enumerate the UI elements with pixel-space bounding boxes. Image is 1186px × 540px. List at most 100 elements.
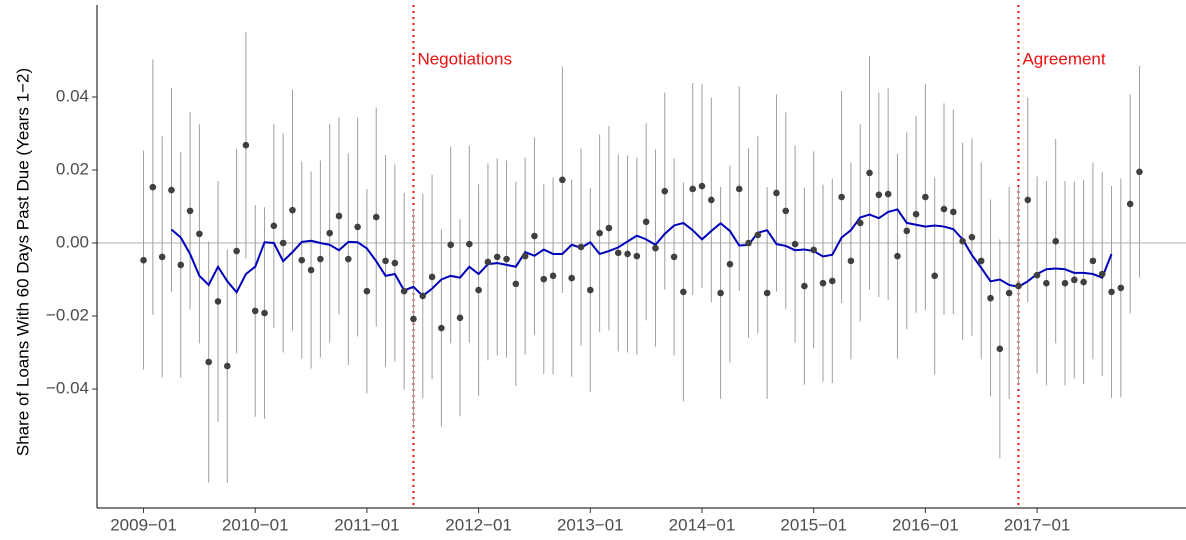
point	[596, 229, 603, 237]
point	[968, 233, 976, 241]
point	[1089, 257, 1097, 265]
point	[279, 239, 287, 247]
x-tick-label: 2013−01	[557, 515, 624, 534]
point	[484, 258, 492, 266]
point	[689, 185, 696, 193]
annotation-label: Negotiations	[417, 49, 512, 68]
point	[214, 298, 222, 305]
point	[438, 324, 445, 332]
point	[475, 286, 482, 294]
point	[1136, 168, 1143, 176]
annotation-label: Agreement	[1022, 49, 1105, 68]
point	[419, 292, 427, 300]
point	[810, 246, 817, 254]
point	[400, 287, 408, 295]
point	[680, 288, 687, 296]
point	[512, 280, 520, 288]
x-tick-label: 2014−01	[669, 515, 736, 534]
point	[577, 243, 585, 251]
point	[289, 206, 296, 214]
x-tick-label: 2010−01	[222, 515, 289, 534]
point	[996, 345, 1004, 353]
point	[1061, 279, 1069, 287]
point	[149, 183, 157, 191]
point	[950, 208, 957, 216]
point	[884, 190, 892, 198]
point	[1033, 271, 1041, 279]
point	[1024, 196, 1032, 204]
point	[735, 185, 743, 193]
y-axis-title: Share of Loans With 60 Days Past Due (Ye…	[13, 68, 32, 456]
point	[233, 247, 240, 255]
x-tick-label: 2017−01	[1004, 515, 1071, 534]
point	[847, 257, 855, 265]
point	[391, 259, 399, 267]
point	[186, 207, 194, 215]
point	[158, 253, 166, 261]
point	[568, 274, 575, 282]
point	[382, 257, 389, 265]
x-tick-label: 2011−01	[334, 515, 399, 534]
point	[940, 205, 948, 213]
point	[466, 240, 473, 248]
point	[1080, 278, 1087, 286]
point	[912, 210, 920, 218]
point	[168, 186, 175, 194]
y-tick-label: −0.02	[46, 305, 89, 324]
point	[977, 257, 985, 265]
point	[270, 222, 278, 230]
point	[605, 224, 613, 232]
point	[521, 252, 529, 260]
point	[1126, 200, 1134, 208]
point	[335, 212, 343, 220]
point	[493, 253, 501, 261]
point	[177, 261, 185, 269]
point	[791, 240, 799, 248]
point	[894, 252, 901, 260]
point	[987, 294, 994, 302]
point	[875, 191, 883, 199]
point	[838, 193, 845, 201]
point	[326, 229, 333, 237]
point	[1108, 288, 1115, 296]
point	[745, 239, 752, 247]
point	[726, 260, 734, 268]
point	[447, 241, 454, 249]
point	[773, 189, 780, 197]
point	[1052, 237, 1059, 245]
point	[1117, 284, 1125, 292]
point	[661, 187, 669, 195]
x-tick-label: 2009−01	[110, 515, 177, 534]
point	[642, 218, 650, 226]
point	[754, 231, 762, 239]
moving-average-line	[170, 208, 1113, 298]
y-tick-label: −0.04	[46, 378, 89, 397]
point	[196, 230, 203, 238]
point	[624, 250, 631, 258]
point	[410, 315, 417, 323]
point	[708, 196, 715, 204]
x-tick-label: 2016−01	[892, 515, 959, 534]
point	[1043, 279, 1050, 287]
point	[140, 256, 147, 264]
y-tick-label: 0.02	[56, 159, 89, 178]
point	[354, 223, 361, 231]
point	[959, 237, 966, 245]
point	[242, 141, 250, 149]
point	[866, 169, 873, 177]
point	[922, 193, 929, 201]
point	[698, 182, 706, 190]
point	[652, 244, 659, 252]
y-tick-label: 0.04	[56, 86, 89, 105]
point	[1071, 276, 1078, 284]
point	[261, 309, 268, 317]
point	[549, 272, 557, 280]
point	[829, 277, 836, 285]
point	[531, 232, 538, 240]
point	[856, 219, 864, 227]
point	[633, 252, 641, 260]
point	[763, 289, 771, 297]
point	[224, 362, 231, 370]
point	[614, 249, 622, 257]
x-tick-label: 2015−01	[780, 515, 847, 534]
